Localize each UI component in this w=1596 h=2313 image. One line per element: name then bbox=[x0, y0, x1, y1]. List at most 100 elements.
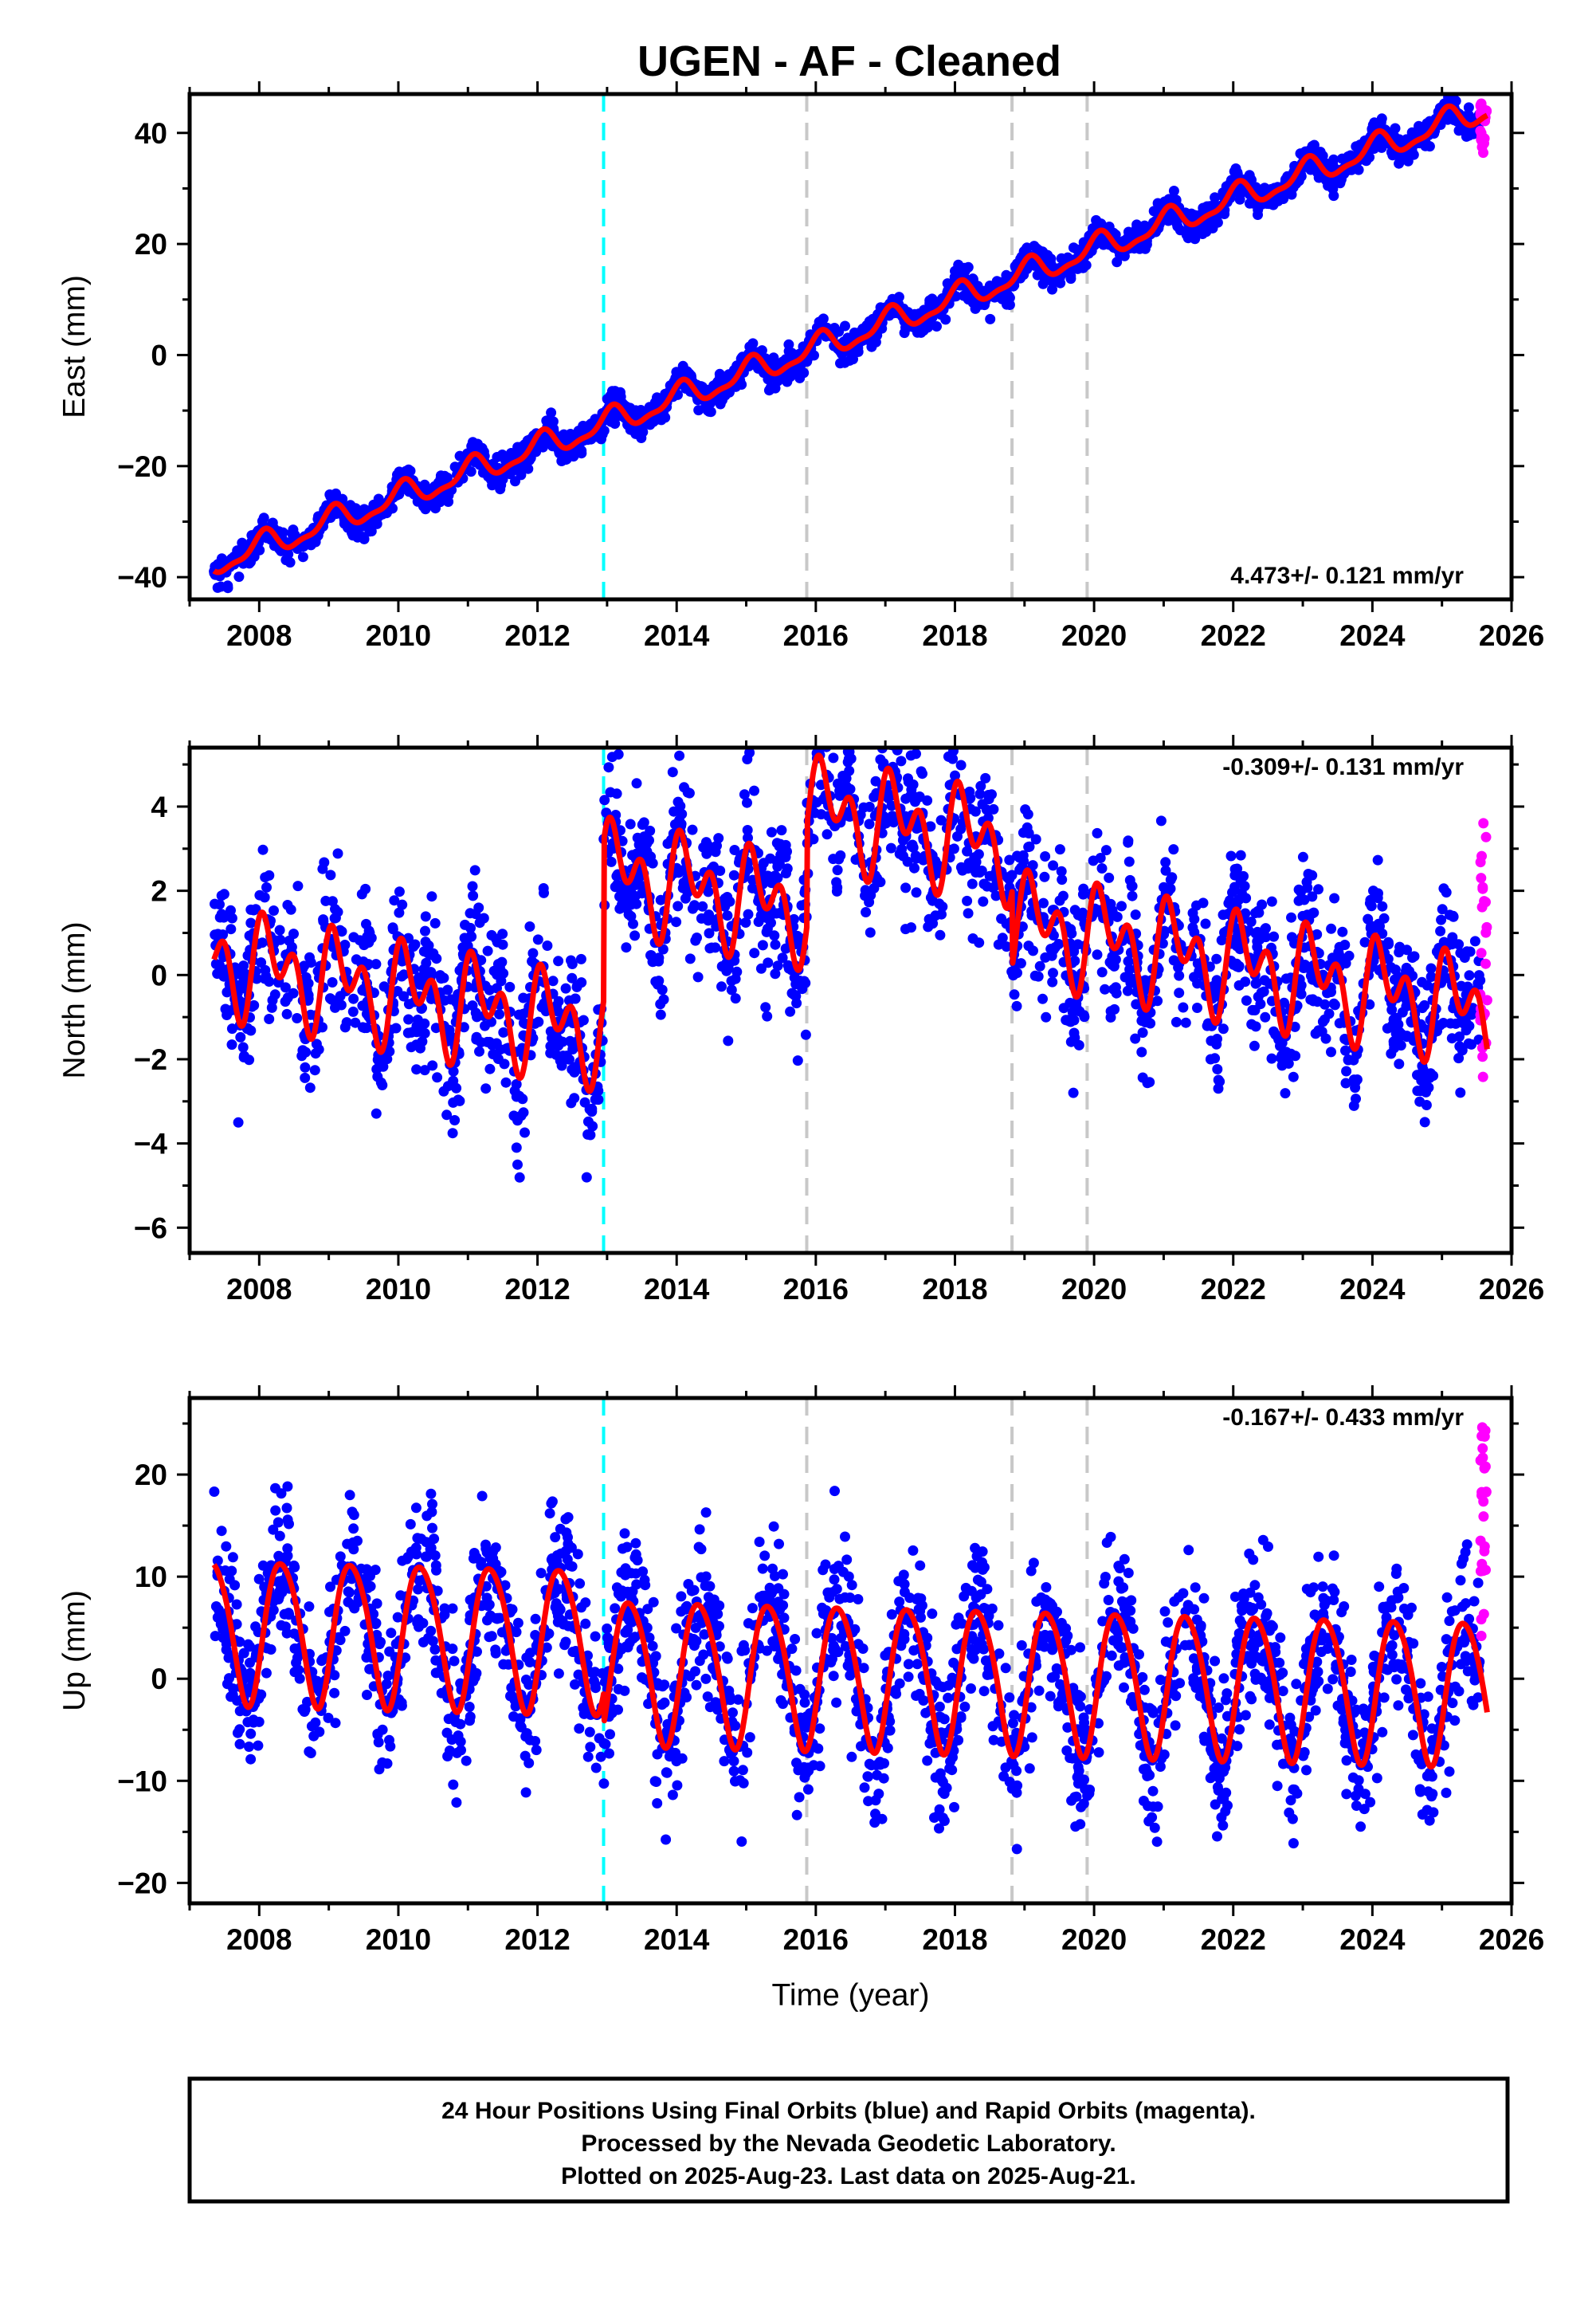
data-point bbox=[1290, 1050, 1301, 1062]
data-point bbox=[710, 942, 721, 953]
y-tick-label: −6 bbox=[134, 1211, 167, 1244]
data-point bbox=[1367, 120, 1378, 131]
data-point bbox=[1245, 917, 1257, 927]
data-point bbox=[1029, 241, 1040, 252]
data-point bbox=[351, 954, 362, 965]
data-point bbox=[1096, 863, 1108, 874]
data-point bbox=[434, 497, 445, 508]
data-point bbox=[684, 953, 696, 964]
data-point bbox=[1092, 827, 1103, 838]
x-tick-label: 2026 bbox=[1479, 1273, 1544, 1306]
data-point bbox=[1028, 945, 1038, 956]
data-point bbox=[387, 924, 398, 935]
data-point bbox=[428, 948, 439, 959]
plot-area bbox=[210, 748, 1492, 1253]
data-point bbox=[1394, 1058, 1405, 1070]
data-point bbox=[1343, 1054, 1354, 1066]
data-point bbox=[1418, 1065, 1429, 1076]
data-point bbox=[420, 937, 431, 948]
data-point bbox=[1218, 1673, 1229, 1684]
data-point bbox=[1077, 262, 1088, 273]
rapid-point bbox=[1476, 948, 1487, 959]
data-point bbox=[955, 760, 967, 771]
data-point bbox=[484, 1063, 496, 1074]
data-point bbox=[673, 901, 684, 912]
rapid-point bbox=[1475, 100, 1486, 111]
data-point bbox=[1308, 907, 1320, 918]
data-point bbox=[935, 815, 947, 826]
data-point bbox=[582, 1116, 594, 1127]
data-point bbox=[978, 896, 989, 907]
data-point bbox=[371, 959, 382, 970]
data-point bbox=[841, 1554, 853, 1565]
data-point bbox=[756, 345, 767, 356]
data-point bbox=[1396, 1028, 1407, 1039]
data-point bbox=[1045, 258, 1057, 269]
data-point bbox=[305, 540, 316, 551]
data-point bbox=[671, 917, 682, 928]
data-point bbox=[1348, 1100, 1359, 1111]
data-point bbox=[261, 882, 272, 893]
data-point bbox=[777, 952, 788, 964]
data-point bbox=[1076, 911, 1087, 922]
data-point bbox=[447, 1128, 458, 1139]
data-point bbox=[565, 1035, 575, 1047]
data-point bbox=[520, 1127, 530, 1138]
data-point bbox=[1363, 913, 1374, 925]
data-point bbox=[931, 321, 942, 332]
data-point bbox=[767, 353, 778, 364]
data-point bbox=[425, 993, 437, 1004]
data-point bbox=[474, 1046, 484, 1057]
data-point bbox=[1178, 1002, 1189, 1013]
data-point bbox=[1249, 1040, 1260, 1051]
data-point bbox=[212, 582, 223, 593]
data-point bbox=[757, 940, 768, 951]
data-point bbox=[1218, 1023, 1229, 1035]
data-point bbox=[532, 934, 543, 945]
data-point bbox=[494, 1009, 505, 1019]
data-point bbox=[1417, 976, 1428, 988]
data-point bbox=[508, 1110, 520, 1121]
data-point bbox=[676, 1591, 687, 1602]
rapid-point bbox=[1481, 921, 1492, 933]
data-point bbox=[776, 825, 787, 836]
data-point bbox=[1040, 851, 1051, 862]
data-point bbox=[420, 925, 430, 937]
data-point bbox=[1127, 890, 1138, 901]
data-point bbox=[883, 792, 894, 803]
data-point bbox=[1328, 154, 1339, 165]
data-point bbox=[742, 825, 753, 835]
data-point bbox=[1021, 244, 1032, 255]
data-point bbox=[606, 856, 617, 867]
data-point bbox=[780, 851, 791, 862]
data-point bbox=[1303, 869, 1314, 879]
data-point bbox=[660, 412, 671, 423]
data-point bbox=[1130, 1033, 1141, 1044]
data-point bbox=[1446, 1033, 1457, 1044]
data-point bbox=[574, 1723, 585, 1734]
data-point bbox=[274, 925, 285, 936]
data-point bbox=[1210, 1655, 1221, 1667]
data-point bbox=[495, 1044, 506, 1055]
data-point bbox=[740, 917, 751, 928]
data-point bbox=[1062, 252, 1073, 263]
data-point bbox=[1074, 1006, 1085, 1017]
data-point bbox=[653, 956, 665, 967]
data-point bbox=[755, 963, 767, 974]
data-point bbox=[1088, 855, 1099, 866]
data-point bbox=[653, 976, 665, 987]
data-point bbox=[300, 1047, 312, 1058]
data-point bbox=[1258, 986, 1269, 997]
x-tick-label: 2012 bbox=[504, 619, 570, 652]
data-point bbox=[590, 1094, 601, 1105]
data-point bbox=[1271, 194, 1282, 204]
data-point bbox=[344, 1490, 355, 1501]
data-point bbox=[233, 1117, 244, 1128]
data-point bbox=[280, 996, 291, 1007]
y-tick-label: −40 bbox=[117, 561, 167, 594]
data-point bbox=[567, 959, 578, 969]
data-point bbox=[1123, 226, 1134, 238]
data-point bbox=[835, 358, 845, 369]
data-point bbox=[911, 887, 922, 898]
data-point bbox=[994, 277, 1006, 288]
